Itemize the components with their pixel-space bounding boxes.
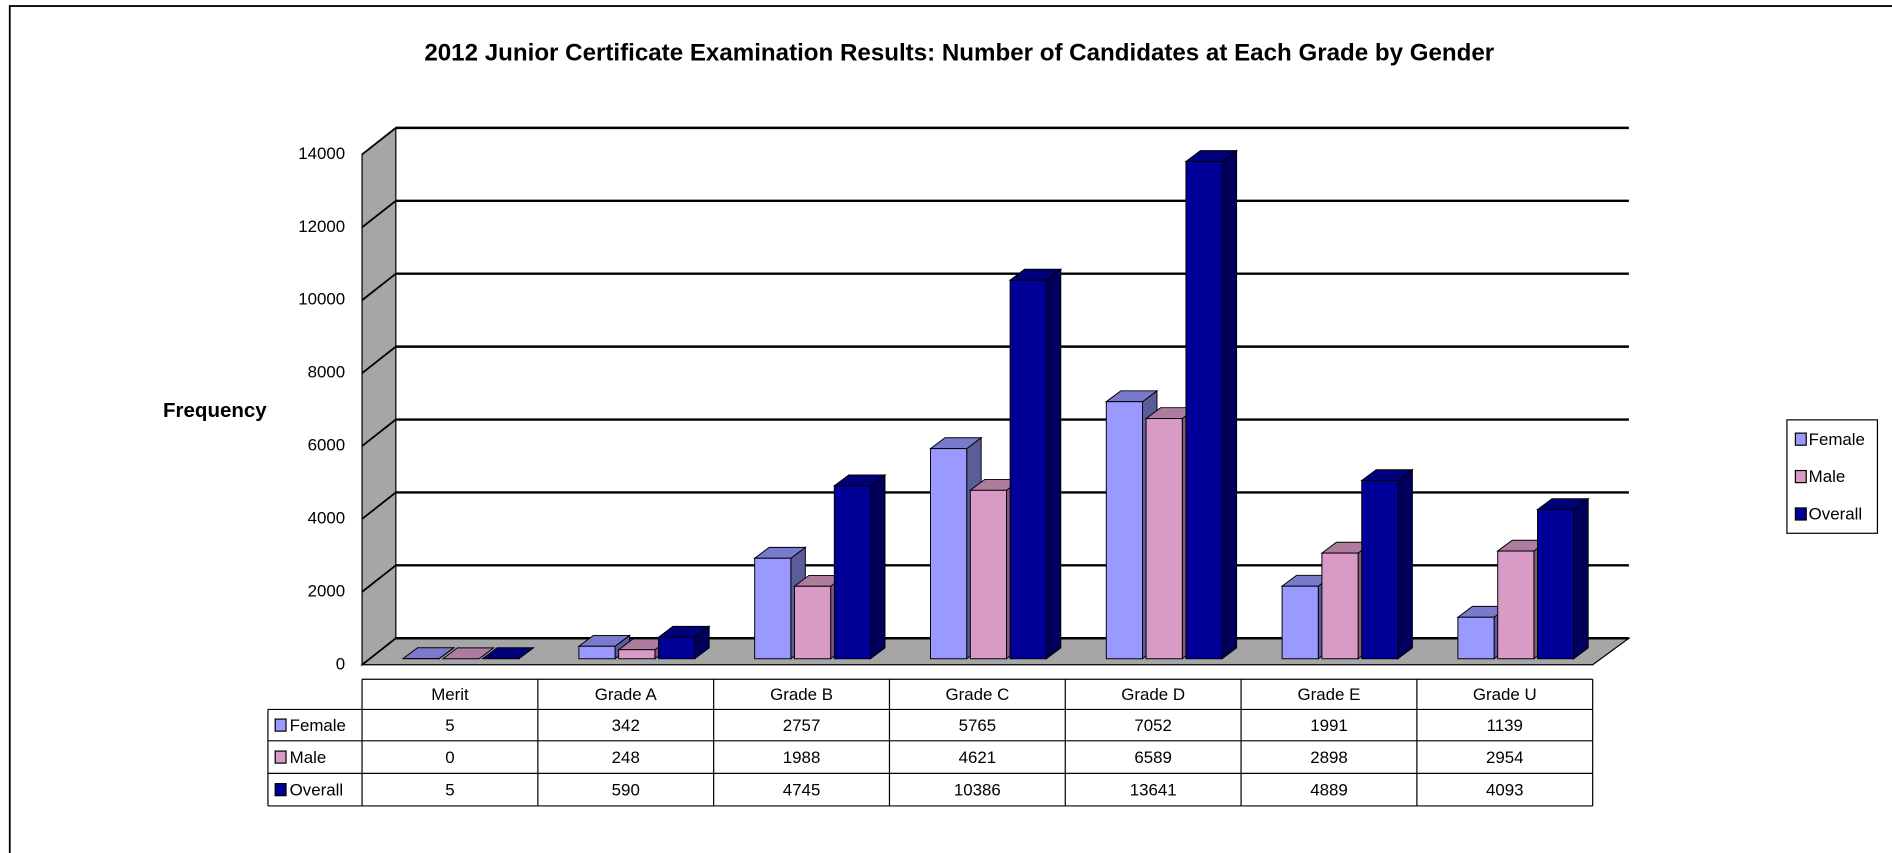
table-value: 4889 [1310,780,1348,799]
bar [930,448,968,660]
table-value: 2954 [1486,748,1524,767]
bar [1185,161,1223,660]
bar [833,485,871,660]
y-tick-label: 8000 [308,363,346,382]
y-tick-label: 0 [336,654,345,673]
legend-label: Male [1809,467,1846,486]
bar [1497,550,1535,660]
legend-label: Female [1809,430,1865,449]
bar [578,645,616,660]
table-value: 4621 [959,748,997,767]
table-value: 10386 [954,780,1001,799]
bar [1457,616,1495,660]
table-value: 2898 [1310,748,1348,767]
table-value: 590 [612,780,640,799]
table-value: 5 [445,716,454,735]
bar [1009,279,1047,660]
y-tick-label: 14000 [298,144,345,163]
table-value: 0 [445,748,454,767]
table-value: 7052 [1134,716,1172,735]
bar-side [870,473,886,660]
y-tick-label: 12000 [298,217,345,236]
grid-line [361,637,397,666]
table-row-label: Overall [290,780,343,799]
table-value: 4745 [783,780,821,799]
y-tick-label: 10000 [298,290,345,309]
table-key [274,750,287,764]
bar [1145,418,1183,660]
bar [1105,401,1143,660]
y-tick-label: 4000 [308,508,346,527]
x-tick-label: Grade D [1121,685,1185,704]
frame [8,5,1892,853]
table-value: 13641 [1130,780,1177,799]
side-wall [361,126,397,667]
table-value: 5765 [959,716,997,735]
x-tick-label: Grade U [1473,685,1537,704]
y-tick-label: 2000 [308,581,346,600]
table-key [274,783,287,797]
grid-line [361,200,397,229]
bar [618,649,656,660]
x-tick-label: Grade B [770,685,833,704]
bar [754,557,792,660]
bar [1537,509,1575,660]
table-value: 2757 [783,716,821,735]
bar-side [1221,149,1238,660]
bar-side [1397,468,1413,660]
bar-side [1573,497,1589,660]
x-tick-label: Grade E [1298,685,1361,704]
bar-top [441,647,496,660]
bar [1281,585,1319,660]
bar [969,489,1007,660]
grid-line [361,127,397,156]
table-key [274,718,287,732]
table-value: 342 [612,716,640,735]
bar [658,636,696,660]
grid-line [361,564,397,593]
x-tick-label: Merit [431,685,469,704]
table-value: 248 [612,748,640,767]
table-value: 1139 [1487,716,1523,735]
grid-line [361,418,397,447]
grid-line [361,345,397,374]
table-value: 6589 [1134,748,1172,767]
bar-side [1045,268,1062,660]
legend-key [1794,469,1807,484]
table-value: 4093 [1486,780,1524,799]
y-tick-label: 6000 [308,436,346,455]
legend-key [1794,432,1807,446]
legend-label: Overall [1809,505,1862,524]
bar [1361,480,1399,660]
x-tick-label: Grade C [945,685,1009,704]
chart-title: 2012 Junior Certificate Examination Resu… [424,40,1494,67]
table-value: 5 [445,780,454,799]
bar [1321,552,1359,660]
table-value: 1991 [1310,716,1348,735]
grid-line [361,491,397,520]
y-axis-label: Frequency [163,399,267,422]
table-row-label: Male [290,748,327,767]
table-value: 1988 [783,748,821,767]
bar [794,585,832,660]
table-row-label: Female [290,716,346,735]
legend-key [1794,507,1807,521]
x-tick-label: Grade A [595,685,658,704]
grid-line [361,272,397,301]
